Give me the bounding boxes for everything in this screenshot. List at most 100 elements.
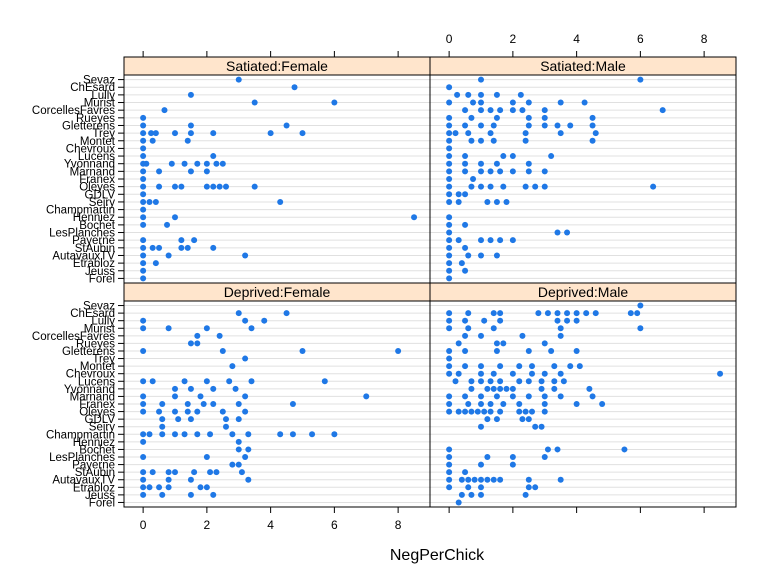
data-point [487, 401, 494, 407]
data-point [567, 122, 574, 129]
data-point [478, 423, 484, 430]
data-point [191, 469, 198, 476]
data-point [557, 99, 564, 106]
data-point [203, 168, 210, 175]
data-point [232, 385, 239, 392]
data-point [149, 244, 156, 251]
panel-border [429, 282, 737, 508]
y-tick-label: Seiry [89, 422, 115, 434]
data-point [235, 76, 242, 83]
data-point [187, 340, 194, 347]
data-point [140, 491, 147, 498]
y-tick-label: ChEsard [70, 308, 115, 320]
data-point [452, 378, 459, 385]
data-point [223, 183, 229, 190]
data-point [187, 416, 194, 423]
data-point [538, 378, 545, 385]
data-point [178, 244, 185, 251]
data-point [493, 114, 500, 121]
data-point [184, 244, 191, 251]
data-point [149, 137, 156, 144]
data-point [210, 385, 217, 392]
data-point [411, 214, 418, 221]
data-point [509, 454, 516, 461]
data-point [497, 363, 504, 370]
data-point [484, 476, 491, 483]
data-point [178, 237, 185, 244]
data-point [235, 401, 242, 407]
data-point [554, 310, 561, 317]
data-point [187, 91, 194, 98]
data-point [586, 385, 593, 392]
data-point [455, 198, 462, 205]
y-tick-label: Bochet [79, 220, 116, 232]
data-point [522, 137, 529, 144]
data-point [140, 484, 147, 491]
data-point [165, 476, 172, 483]
data-point [446, 114, 453, 121]
data-point [235, 438, 242, 445]
data-point [484, 416, 491, 423]
data-point [175, 416, 182, 423]
data-point [478, 107, 484, 114]
data-point [462, 393, 469, 400]
data-point [248, 378, 255, 385]
data-point [172, 469, 178, 476]
data-point [509, 393, 516, 400]
data-point [159, 431, 166, 438]
data-point [446, 221, 453, 228]
data-point [458, 260, 465, 267]
data-point [207, 431, 214, 438]
data-point [462, 107, 469, 114]
data-point [197, 393, 204, 400]
data-point [446, 310, 453, 317]
data-point [516, 401, 523, 407]
data-point [481, 408, 488, 415]
data-point [159, 423, 166, 430]
data-point [172, 214, 178, 221]
data-point [462, 332, 469, 339]
y-tick-label: StAubin [75, 243, 115, 255]
data-point [567, 363, 574, 370]
data-point [152, 130, 159, 137]
panel-border [123, 56, 431, 284]
data-point [554, 229, 561, 236]
y-tick-label: Yvonnand [64, 384, 115, 396]
data-point [235, 310, 242, 317]
data-point [219, 160, 226, 167]
data-point [529, 370, 535, 377]
data-point [493, 198, 500, 205]
y-tick-label: Gletterens [62, 346, 115, 358]
data-point [468, 183, 475, 190]
data-point [551, 363, 558, 370]
data-point [159, 416, 166, 423]
data-point [500, 401, 507, 407]
data-point [446, 363, 453, 370]
data-point [462, 160, 469, 167]
data-point [487, 107, 494, 114]
data-point [564, 317, 571, 324]
data-point [478, 76, 484, 83]
data-point [446, 393, 453, 400]
y-tick-label: AutavauxTV [52, 250, 115, 262]
data-point [229, 431, 236, 438]
data-point [637, 76, 644, 83]
data-point [478, 160, 484, 167]
data-point [470, 176, 477, 182]
data-point [560, 378, 567, 385]
data-point [187, 491, 194, 498]
data-point [331, 99, 338, 106]
data-point [203, 183, 210, 190]
y-tick-label: Champmartin [46, 205, 115, 217]
data-point [484, 385, 491, 392]
data-point [277, 198, 284, 205]
data-point [321, 378, 328, 385]
data-point [446, 214, 453, 221]
data-point [532, 183, 539, 190]
data-point [446, 153, 453, 160]
data-point [541, 107, 548, 114]
data-point [462, 267, 469, 274]
y-tick-label: Marnand [70, 166, 115, 178]
data-point [140, 176, 147, 182]
data-point [541, 393, 548, 400]
